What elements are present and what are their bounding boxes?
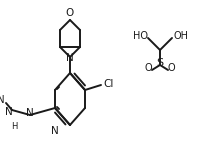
Text: S: S <box>156 58 163 68</box>
Text: H₂N: H₂N <box>0 95 5 105</box>
Text: N: N <box>5 107 13 117</box>
Text: H: H <box>11 122 17 131</box>
Text: OH: OH <box>173 31 188 41</box>
Text: N: N <box>66 53 74 63</box>
Text: HO: HO <box>132 31 147 41</box>
Text: O: O <box>66 8 74 18</box>
Text: O: O <box>144 63 151 73</box>
Text: N: N <box>51 126 59 136</box>
Text: O: O <box>167 63 175 73</box>
Text: N: N <box>26 108 34 118</box>
Text: Cl: Cl <box>102 79 113 89</box>
